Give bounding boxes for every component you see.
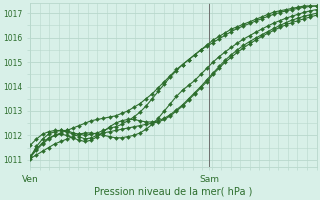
X-axis label: Pression niveau de la mer( hPa ): Pression niveau de la mer( hPa ) — [94, 187, 252, 197]
